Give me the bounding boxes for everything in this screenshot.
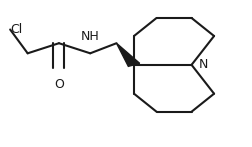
Text: Cl: Cl	[10, 23, 22, 36]
Text: O: O	[54, 78, 64, 91]
Text: N: N	[198, 58, 208, 71]
Polygon shape	[116, 43, 139, 66]
Text: NH: NH	[81, 30, 99, 43]
